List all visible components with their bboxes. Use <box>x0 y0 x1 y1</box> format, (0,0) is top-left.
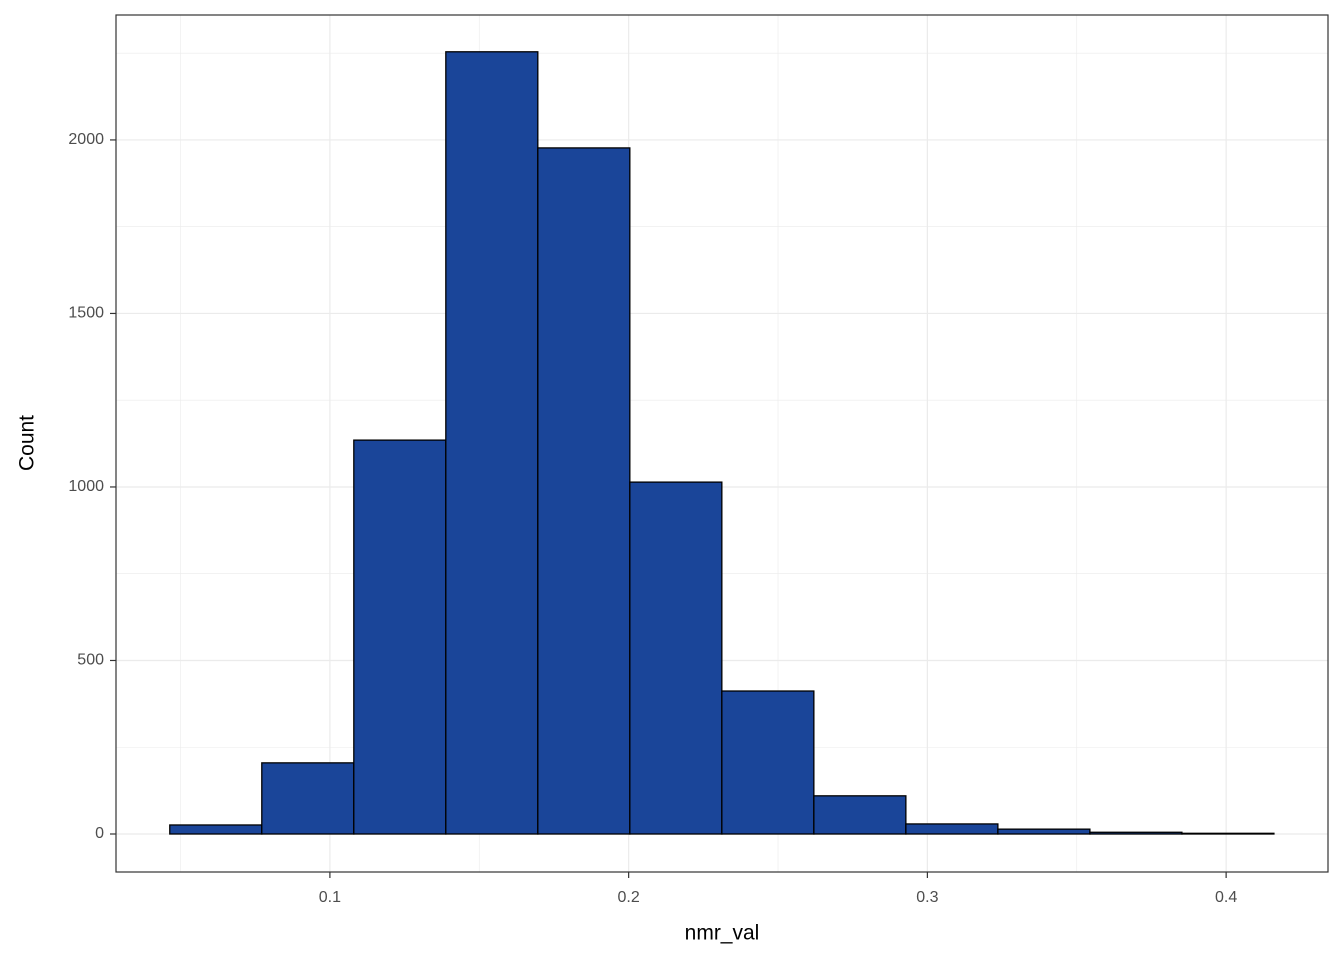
x-tick-label: 0.4 <box>1215 889 1237 906</box>
y-tick-label: 0 <box>95 825 104 842</box>
y-tick-label: 500 <box>77 652 104 669</box>
y-tick-label: 1000 <box>68 478 104 495</box>
y-tick-label: 2000 <box>68 131 104 148</box>
bar <box>537 147 631 835</box>
bar <box>629 481 723 835</box>
x-tick-label: 0.1 <box>319 889 341 906</box>
bar <box>813 795 907 835</box>
bar <box>445 51 539 835</box>
x-axis-title: nmr_val <box>685 922 760 945</box>
y-axis-title: Count <box>16 415 39 471</box>
y-tick-label: 1500 <box>68 305 104 322</box>
bar <box>353 439 447 835</box>
bar <box>1089 831 1183 835</box>
x-tick-label: 0.2 <box>618 889 640 906</box>
bar <box>169 824 263 835</box>
panel-border <box>115 14 1329 873</box>
bar <box>1181 832 1275 835</box>
x-tick-label: 0.3 <box>916 889 938 906</box>
ticks: 0.1 0.2 0.3 0.4 0 500 1000 1500 2000 <box>68 131 1237 906</box>
bar <box>721 690 815 835</box>
bar <box>997 828 1091 835</box>
bar <box>261 762 355 835</box>
bar <box>905 823 999 835</box>
bars <box>169 51 1275 835</box>
